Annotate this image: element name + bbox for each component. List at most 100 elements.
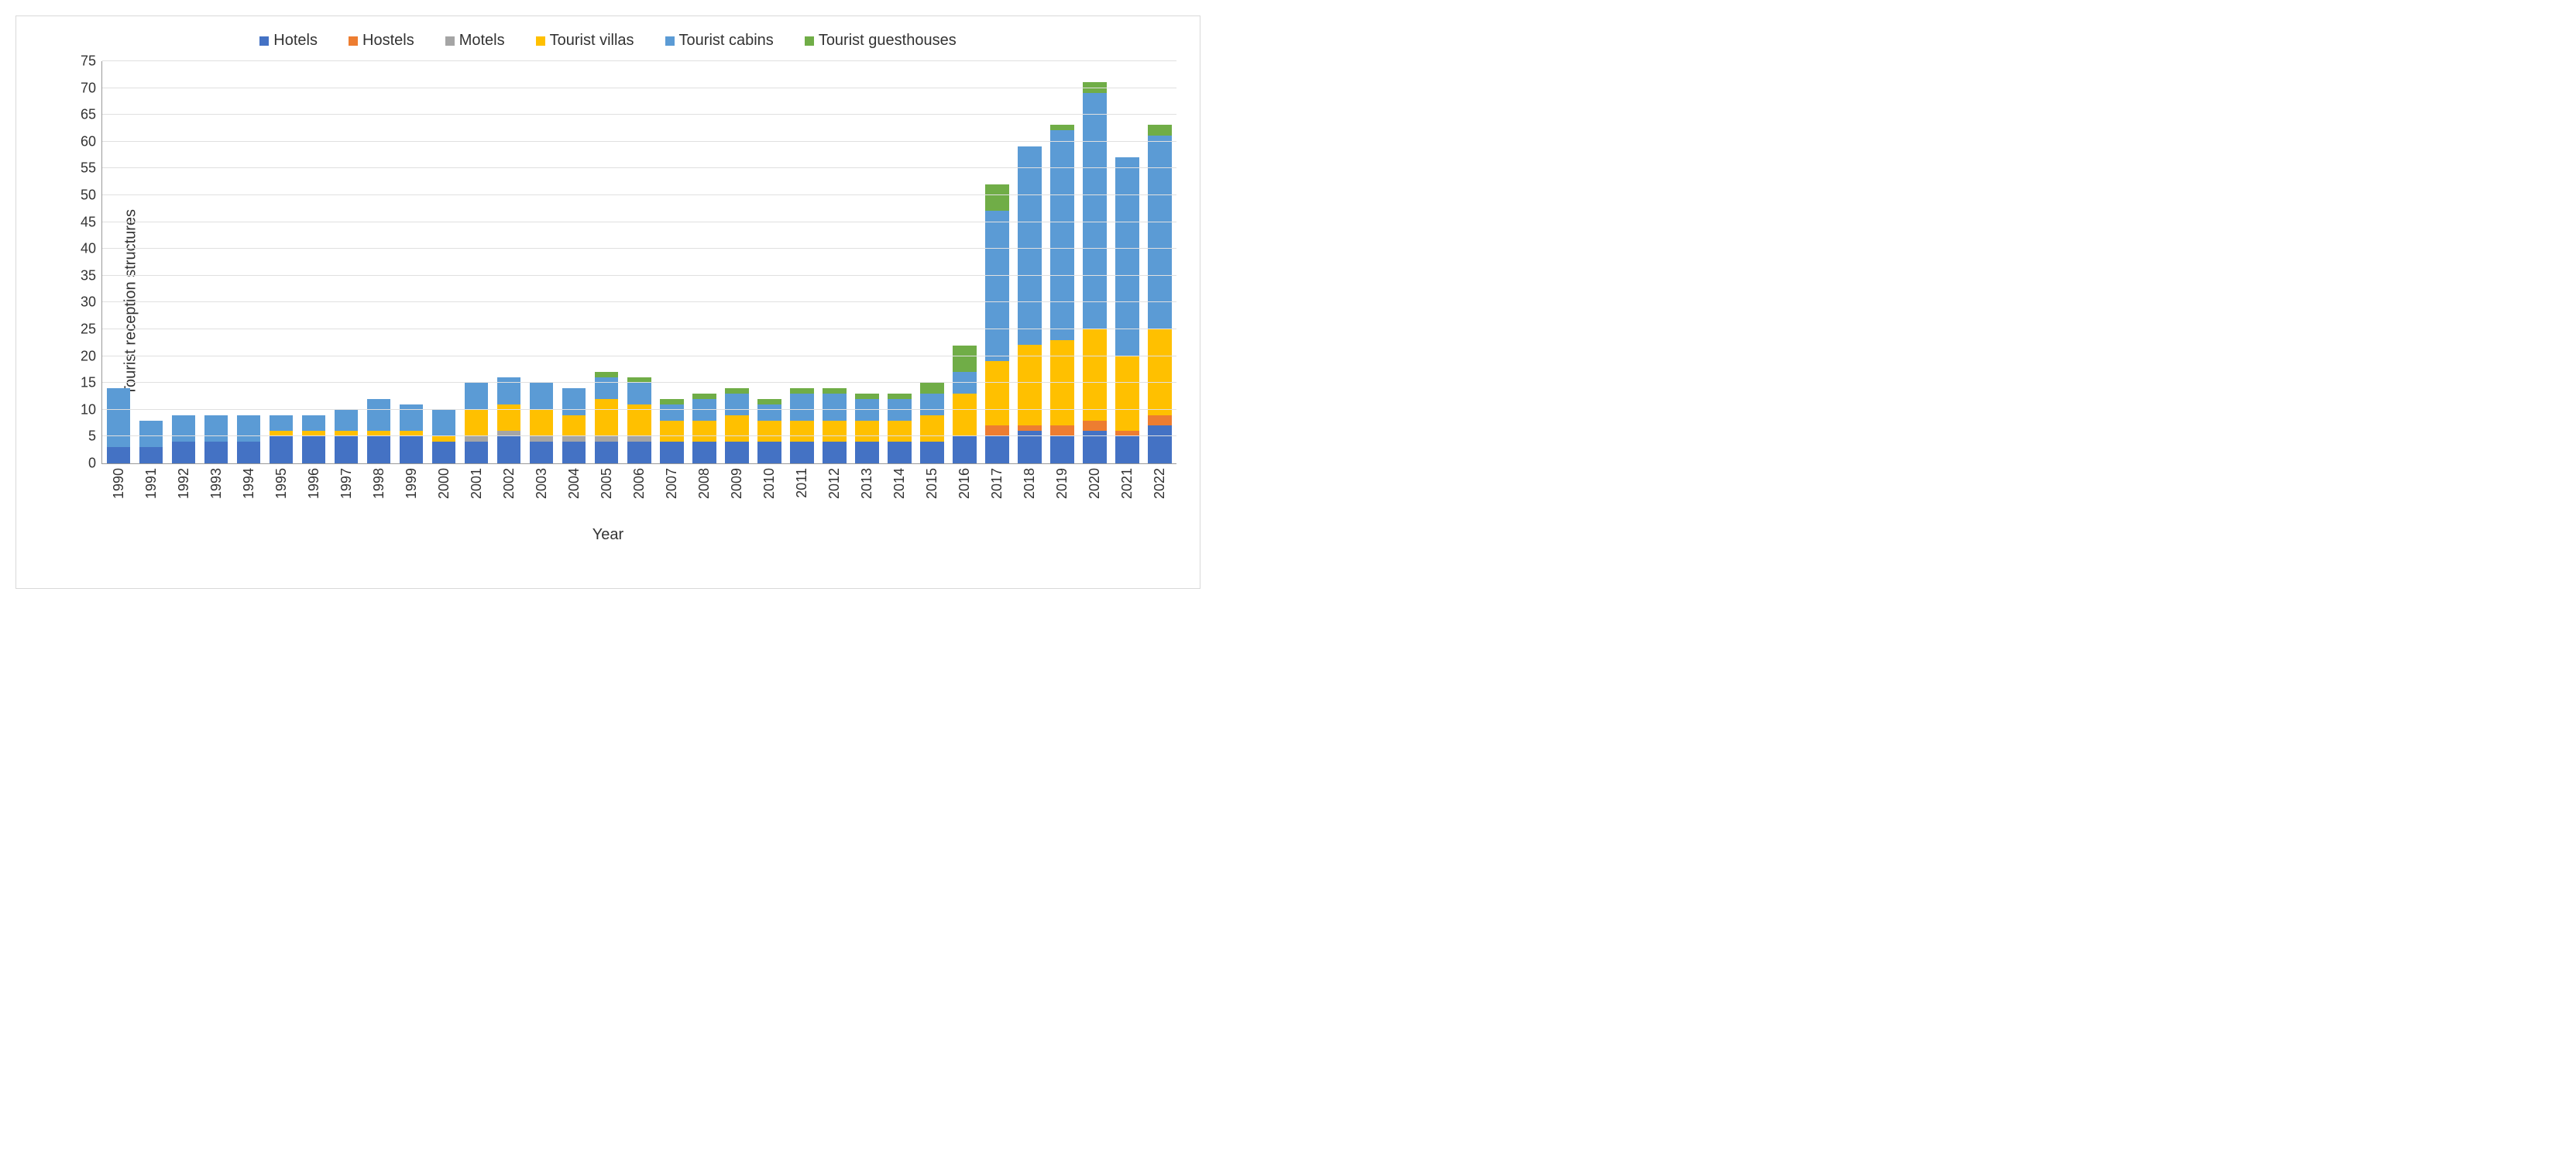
xtick-label: 2021	[1119, 468, 1135, 499]
bar-segment	[985, 211, 1009, 361]
legend-swatch	[349, 36, 358, 46]
legend-label: Tourist guesthouses	[819, 32, 957, 50]
bar-column: 2006	[627, 377, 651, 463]
bar-segment	[530, 383, 554, 410]
chart-container: HotelsHostelsMotelsTourist villasTourist…	[15, 15, 1200, 589]
bar-segment	[920, 415, 944, 442]
bar-column: 2022	[1148, 125, 1172, 463]
bar-segment	[432, 436, 456, 442]
bar-segment	[627, 383, 651, 404]
xtick-label: 2022	[1152, 468, 1168, 499]
bar-segment	[692, 421, 716, 442]
xtick-label: 2008	[696, 468, 713, 499]
ytick-label: 10	[81, 401, 96, 418]
bar-segment	[627, 442, 651, 463]
legend-item: Tourist villas	[536, 32, 634, 50]
xtick-label: 2019	[1054, 468, 1070, 499]
xtick-label: 2012	[826, 468, 843, 499]
bar-segment	[855, 421, 879, 442]
bar-column: 2003	[530, 383, 554, 463]
bar-segment	[790, 388, 814, 394]
legend-label: Hotels	[273, 32, 318, 50]
bar-segment	[757, 399, 781, 404]
bar-segment	[757, 421, 781, 442]
bar-segment	[953, 394, 977, 436]
bar-column: 2009	[725, 388, 749, 463]
xtick-label: 2009	[729, 468, 745, 499]
bar-segment	[888, 421, 912, 442]
bar-segment	[790, 442, 814, 463]
bar-segment	[530, 442, 554, 463]
bar-column: 2008	[692, 394, 716, 463]
bar-segment	[1018, 146, 1042, 346]
bar-segment	[823, 388, 847, 394]
gridline	[102, 435, 1176, 436]
ytick-label: 35	[81, 267, 96, 284]
xtick-label: 2017	[989, 468, 1005, 499]
xtick-label: 1990	[111, 468, 127, 499]
gridline	[102, 382, 1176, 383]
xtick-label: 2013	[859, 468, 875, 499]
bar-segment	[985, 361, 1009, 425]
bars-wrap: 1990199119921993199419951996199719981999…	[102, 61, 1176, 463]
gridline	[102, 60, 1176, 61]
xtick-label: 2010	[761, 468, 778, 499]
bar-segment	[725, 388, 749, 394]
bar-segment	[237, 415, 261, 442]
bar-segment	[1050, 125, 1074, 130]
bar-segment	[172, 442, 196, 463]
ytick-label: 25	[81, 322, 96, 338]
bar-segment	[920, 442, 944, 463]
bar-column: 2020	[1083, 82, 1107, 463]
bar-segment	[562, 436, 586, 442]
bar-segment	[1148, 125, 1172, 136]
xtick-label: 1995	[273, 468, 290, 499]
xtick-label: 2005	[599, 468, 615, 499]
bar-segment	[1115, 157, 1139, 356]
bar-segment	[432, 410, 456, 437]
legend-swatch	[259, 36, 269, 46]
bar-segment	[1018, 345, 1042, 425]
xtick-label: 2000	[436, 468, 452, 499]
bar-segment	[497, 436, 521, 463]
gridline	[102, 409, 1176, 410]
bar-segment	[562, 415, 586, 437]
xtick-label: 1993	[208, 468, 225, 499]
bar-segment	[1115, 436, 1139, 463]
xtick-label: 2018	[1022, 468, 1038, 499]
bar-segment	[1050, 436, 1074, 463]
bar-column: 1999	[400, 404, 424, 463]
legend-item: Hostels	[349, 32, 414, 50]
bar-segment	[692, 394, 716, 399]
bar-segment	[1148, 329, 1172, 415]
bar-segment	[335, 436, 359, 463]
bar-segment	[204, 442, 228, 463]
xtick-label: 1994	[241, 468, 257, 499]
x-axis-label: Year	[24, 526, 1192, 544]
bar-segment	[400, 436, 424, 463]
xtick-label: 2014	[891, 468, 908, 499]
ytick-label: 20	[81, 348, 96, 364]
bar-segment	[1083, 329, 1107, 421]
bar-segment	[790, 394, 814, 421]
bar-segment	[985, 425, 1009, 436]
gridline	[102, 194, 1176, 195]
xtick-label: 2006	[631, 468, 647, 499]
xtick-label: 2003	[534, 468, 550, 499]
xtick-label: 1997	[338, 468, 355, 499]
bar-segment	[562, 388, 586, 415]
ytick-label: 15	[81, 375, 96, 391]
ytick-label: 30	[81, 294, 96, 311]
bar-segment	[855, 442, 879, 463]
bar-column: 1994	[237, 415, 261, 463]
bar-segment	[1050, 425, 1074, 436]
xtick-label: 2015	[924, 468, 940, 499]
bar-segment	[367, 436, 391, 463]
bar-segment	[855, 394, 879, 399]
bar-segment	[270, 436, 294, 463]
xtick-label: 2004	[566, 468, 582, 499]
bar-segment	[530, 410, 554, 437]
bar-segment	[757, 442, 781, 463]
bar-column: 1995	[270, 415, 294, 463]
bar-segment	[432, 442, 456, 463]
